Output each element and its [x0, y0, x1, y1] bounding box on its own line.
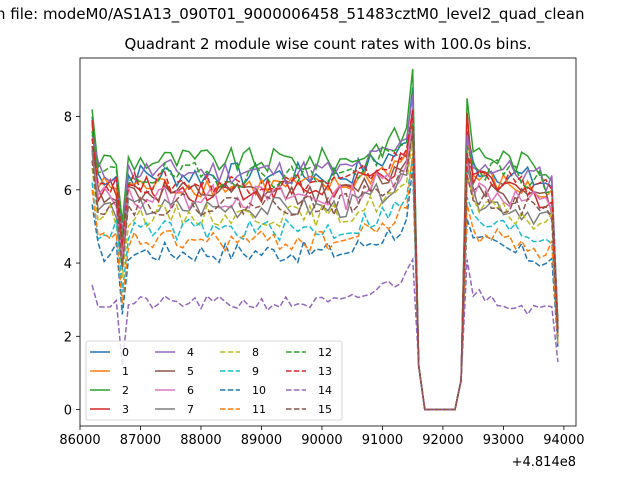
series-line-15	[91, 131, 559, 411]
y-axis-ticks: 0 2 4 6 8	[64, 111, 80, 419]
series-line-4	[91, 94, 559, 411]
x-tick-label: 92000	[422, 433, 463, 448]
legend-label-13: 13	[318, 365, 332, 378]
series-line-8	[91, 138, 559, 411]
x-tick-label: 91000	[362, 433, 403, 448]
legend-label-5: 5	[187, 365, 194, 378]
legend-label-0: 0	[122, 346, 129, 359]
legend-label-3: 3	[122, 403, 129, 416]
series-line-0	[91, 87, 559, 411]
y-tick-label: 4	[64, 257, 72, 272]
x-tick-label: 93000	[483, 433, 524, 448]
legend-label-7: 7	[187, 403, 194, 416]
plot-area	[79, 57, 577, 427]
series-line-13	[91, 109, 559, 411]
x-tick-label: 88000	[180, 433, 221, 448]
x-tick-label: 86000	[59, 433, 100, 448]
y-tick-label: 6	[64, 184, 72, 199]
legend-label-11: 11	[252, 403, 266, 416]
series-line-10	[91, 167, 559, 411]
y-tick-label: 0	[64, 404, 72, 419]
legend-label-4: 4	[187, 346, 194, 359]
legend-label-6: 6	[187, 384, 194, 397]
legend-label-1: 1	[122, 365, 129, 378]
x-axis-ticks: 86000 87000 88000 89000 90000 91000 92000 93000…	[59, 426, 585, 448]
x-tick-label: 90000	[301, 433, 342, 448]
y-tick-label: 2	[64, 330, 72, 345]
series-line-11	[91, 153, 559, 411]
x-offset-label: +4.814e8	[512, 455, 576, 470]
axes-frame	[79, 57, 577, 427]
series-line-14	[91, 256, 559, 411]
file-label: n file: modeM0/AS1A13_090T01_9000006458_…	[0, 5, 585, 24]
x-tick-label: 87000	[120, 433, 161, 448]
series-line-9	[91, 156, 559, 411]
legend-label-12: 12	[318, 346, 332, 359]
x-tick-label: 94000	[543, 433, 584, 448]
series-line-7	[91, 131, 559, 411]
legend-label-8: 8	[252, 346, 259, 359]
legend-frame	[85, 340, 343, 421]
legend-label-15: 15	[318, 403, 332, 416]
series-lines	[91, 68, 559, 411]
chart-title: Quadrant 2 module wise count rates with …	[124, 35, 531, 53]
legend-label-14: 14	[318, 384, 332, 397]
series-line-5	[91, 116, 559, 411]
series-line-2	[91, 68, 559, 411]
legend-label-10: 10	[252, 384, 266, 397]
legend-label-9: 9	[252, 365, 259, 378]
legend-label-2: 2	[122, 384, 129, 397]
y-tick-label: 8	[64, 111, 72, 126]
x-tick-label: 89000	[241, 433, 282, 448]
